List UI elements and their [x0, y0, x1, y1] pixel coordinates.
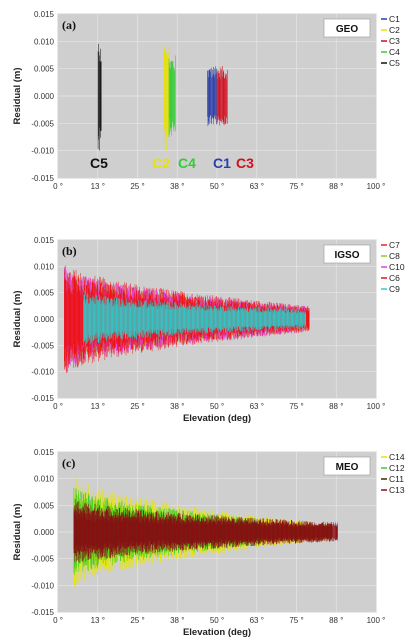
series-c5 [97, 43, 102, 151]
y-tick-label: 0.015 [34, 10, 55, 19]
x-tick-label: 88 ° [329, 402, 343, 411]
y-axis-label: Residual (m) [12, 290, 23, 347]
series-c3 [216, 66, 228, 126]
x-tick-label: 38 ° [170, 402, 184, 411]
orbit-badge [323, 244, 371, 264]
x-tick-label: 100 ° [367, 182, 386, 191]
panel-letter: (a) [62, 18, 76, 32]
y-tick-label: 0.010 [34, 262, 55, 271]
legend-entry: C5 [389, 58, 400, 68]
x-tick-label: 38 ° [170, 182, 184, 191]
legend-entry: C1 [389, 14, 400, 24]
legend-entry: C6 [389, 273, 400, 283]
x-tick-label: 50 ° [210, 402, 224, 411]
x-tick-label: 0 ° [53, 182, 63, 191]
y-tick-label: 0.000 [34, 92, 55, 101]
x-tick-label: 75 ° [289, 402, 303, 411]
panel-meo: 0.0150.0100.0050.000-0.005-0.010-0.0150 … [12, 448, 405, 638]
series-c1 [207, 66, 218, 127]
inline-series-label: C1 [213, 155, 231, 171]
x-tick-label: 63 ° [250, 182, 264, 191]
x-tick-label: 13 ° [91, 402, 105, 411]
x-tick-label: 100 ° [367, 402, 386, 411]
series-c4 [168, 55, 176, 137]
x-tick-label: 88 ° [329, 182, 343, 191]
panel-geo: 0.015 0.010 0.005 0.000 -0.005 -0.010 -0.0150 … [12, 10, 400, 191]
y-tick-label: 0.015 [34, 236, 55, 245]
y-tick-label: 0.005 [34, 289, 55, 298]
y-tick-label: 0.005 [34, 65, 55, 74]
legend-entry: C3 [389, 36, 400, 46]
inline-series-label: C5 [90, 155, 108, 171]
x-tick-label: 0 ° [53, 402, 63, 411]
y-axis-label: Residual (m) [12, 67, 23, 124]
legend-entry: C9 [389, 284, 400, 294]
series-c13 [73, 499, 338, 564]
y-tick-label: -0.005 [31, 341, 54, 350]
legend-entry: C4 [389, 47, 400, 57]
x-axis-label: Elevation (deg) [183, 413, 251, 424]
y-tick-label: -0.015 [31, 394, 54, 403]
legend-entry: C2 [389, 25, 400, 35]
inline-series-label: C4 [178, 155, 196, 171]
y-tick-label: -0.005 [31, 119, 54, 128]
y-tick-label: -0.010 [31, 147, 54, 156]
y-tick-label: -0.015 [31, 174, 54, 183]
legend-entry: C8 [389, 251, 400, 261]
y-tick-label: 0.010 [34, 37, 55, 46]
y-tick-label: 0.000 [34, 315, 55, 324]
y-tick-label: -0.010 [31, 368, 54, 377]
orbit-badge-label: IGSO [334, 250, 359, 261]
x-tick-label: 75 ° [289, 182, 303, 191]
inline-series-label: C3 [236, 155, 254, 171]
legend-entry: C10 [389, 262, 405, 272]
orbit-badge-label: GEO [336, 24, 358, 35]
x-tick-label: 63 ° [250, 402, 264, 411]
orbit-badge [323, 18, 371, 38]
inline-series-label: C2 [152, 155, 170, 171]
x-tick-label: 25 ° [130, 402, 144, 411]
series-c9 [83, 291, 306, 348]
panel-letter: (b) [62, 244, 77, 258]
legend-entry: C7 [389, 240, 400, 250]
x-tick-label: 13 ° [91, 182, 105, 191]
panel-igso: 0.015 0.010 0.005 0.000 -0.005 -0.010 -0.0150 … [12, 236, 405, 424]
x-tick-label: 50 ° [210, 182, 224, 191]
x-tick-label: 25 ° [130, 182, 144, 191]
